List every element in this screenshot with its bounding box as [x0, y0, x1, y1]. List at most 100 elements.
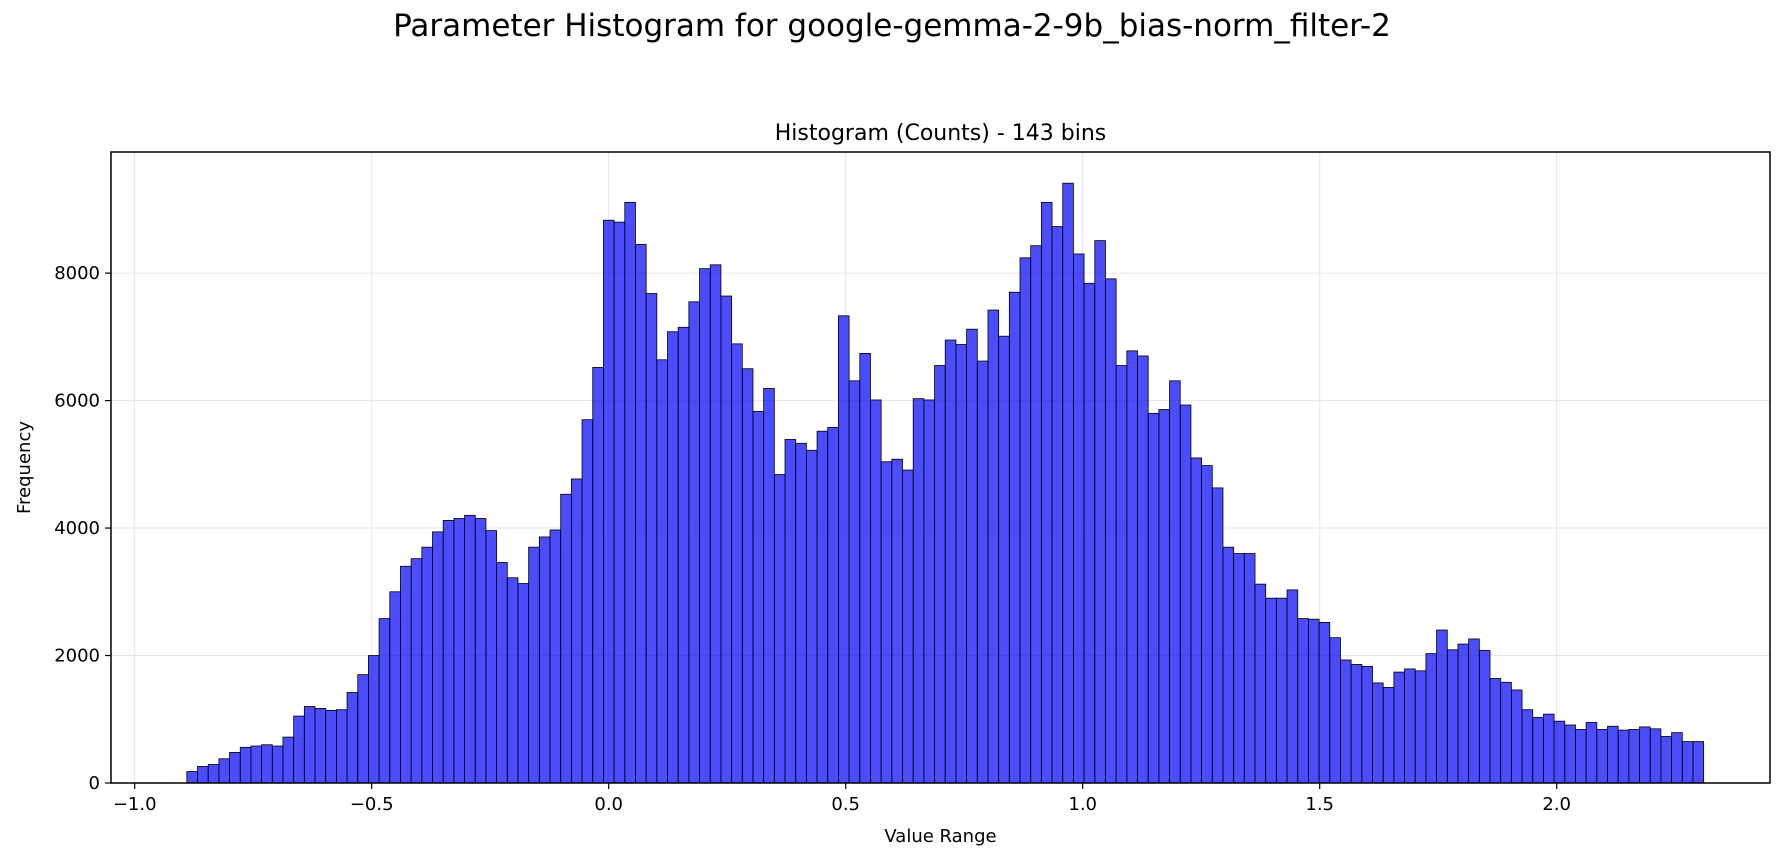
y-axis-ticks: 0 2000 4000 6000 8000	[54, 263, 111, 794]
histogram-bar-139	[1671, 732, 1683, 784]
histogram-bar-104	[1297, 618, 1309, 784]
histogram-bar-122	[1489, 678, 1502, 784]
histogram-bar-69	[923, 399, 935, 784]
y-tick-label-2: 4000	[54, 518, 100, 539]
histogram-bar-37	[581, 419, 594, 784]
histogram-bar-30	[506, 577, 519, 784]
histogram-bar-22	[421, 546, 433, 784]
histogram-bar-58	[805, 449, 818, 784]
histogram-bar-39	[603, 219, 615, 784]
histogram-bar-129	[1564, 724, 1576, 784]
histogram-bar-125	[1521, 709, 1534, 784]
histogram-bar-132	[1596, 729, 1608, 784]
histogram-bar-40	[613, 221, 626, 784]
histogram-bar-12	[314, 708, 327, 784]
histogram-bar-90	[1147, 412, 1160, 784]
histogram-bar-103	[1286, 589, 1299, 784]
histogram-bar-53	[752, 411, 765, 784]
histogram-bar-36	[570, 478, 583, 784]
x-tick-label-5: 1.5	[1305, 794, 1334, 815]
histogram-bar-16	[357, 674, 369, 784]
histogram-bar-72	[955, 344, 968, 784]
histogram-bar-82	[1062, 182, 1074, 784]
histogram-bar-135	[1628, 729, 1640, 784]
histogram-bar-92	[1169, 380, 1181, 784]
y-axis-label: Frequency	[14, 421, 35, 514]
histogram-bar-123	[1500, 681, 1512, 784]
histogram-bar-108	[1340, 659, 1352, 784]
chart-title: Histogram (Counts) - 143 bins	[775, 121, 1106, 146]
histogram-bar-84	[1083, 282, 1096, 784]
histogram-bar-113	[1393, 671, 1405, 784]
histogram-bar-10	[293, 715, 305, 784]
histogram-bar-118	[1446, 649, 1459, 784]
histogram-bar-43	[645, 293, 658, 784]
histogram-bar-114	[1404, 668, 1416, 784]
histogram-bar-83	[1073, 253, 1085, 784]
histogram-bar-99	[1243, 553, 1256, 784]
histogram-bar-26	[464, 514, 476, 784]
histogram-bar-2	[207, 764, 220, 784]
histogram-bar-41	[624, 201, 636, 784]
histogram-bar-19	[389, 591, 401, 784]
histogram-bar-121	[1478, 650, 1491, 784]
histogram-bar-3	[218, 758, 230, 784]
histogram-bar-7	[261, 744, 273, 784]
histogram-bar-94	[1190, 457, 1203, 784]
histogram-bar-54	[763, 388, 775, 784]
histogram-bar-95	[1201, 465, 1213, 784]
histogram-bar-93	[1179, 404, 1192, 784]
x-axis-label: Value Range	[884, 826, 996, 847]
histogram-bar-80	[1040, 201, 1053, 784]
x-axis-ticks: −1.0 −0.5 0.0 0.5 1.0 1.5 2.0	[113, 783, 1571, 815]
histogram-bar-14	[335, 709, 348, 784]
histogram-bar-38	[592, 367, 604, 784]
histogram-bar-111	[1372, 682, 1384, 784]
histogram-bar-11	[303, 706, 316, 784]
histogram-bar-51	[731, 343, 743, 784]
histogram-bar-0	[186, 771, 198, 784]
histogram-bar-73	[966, 328, 978, 784]
histogram-bar-131	[1585, 722, 1598, 784]
histogram-bar-42	[635, 244, 647, 784]
x-tick-label-4: 1.0	[1068, 794, 1097, 815]
histogram-bar-97	[1222, 546, 1235, 784]
histogram-bar-112	[1382, 686, 1395, 784]
histogram-bar-56	[784, 439, 797, 784]
histogram-bar-5	[239, 746, 252, 784]
histogram-bar-1	[197, 766, 209, 784]
histogram-bar-126	[1532, 716, 1544, 784]
histogram-bar-141	[1692, 741, 1705, 784]
histogram-bar-101	[1265, 597, 1277, 784]
histogram-bar-55	[773, 474, 786, 784]
histogram-bars	[186, 182, 1705, 784]
histogram-bar-44	[656, 359, 668, 784]
histogram-bar-79	[1030, 245, 1042, 784]
histogram-bar-21	[410, 558, 423, 784]
histogram-bar-136	[1639, 726, 1651, 784]
histogram-bar-117	[1436, 629, 1448, 784]
x-tick-label-1: −0.5	[350, 794, 394, 815]
histogram-bar-76	[998, 335, 1010, 784]
histogram-bar-9	[282, 736, 295, 784]
histogram-bar-134	[1617, 729, 1630, 784]
histogram-bar-70	[934, 365, 946, 784]
histogram-bar-74	[976, 360, 989, 784]
x-tick-label-0: −1.0	[113, 794, 157, 815]
histogram-bar-29	[496, 562, 508, 784]
histogram-bar-17	[368, 655, 380, 784]
histogram-bar-63	[859, 353, 871, 784]
histogram-bar-119	[1457, 643, 1470, 784]
histogram-bar-27	[474, 518, 487, 784]
histogram-bar-88	[1126, 350, 1138, 784]
histogram-bar-96	[1211, 487, 1224, 784]
x-tick-label-2: 0.0	[594, 794, 623, 815]
histogram-bar-23	[432, 531, 444, 784]
histogram-bar-49	[709, 264, 722, 784]
histogram-bar-60	[827, 426, 839, 784]
histogram-bar-61	[838, 315, 850, 784]
histogram-bar-106	[1318, 621, 1331, 784]
histogram-bar-86	[1105, 278, 1117, 784]
histogram-bar-62	[848, 380, 861, 784]
